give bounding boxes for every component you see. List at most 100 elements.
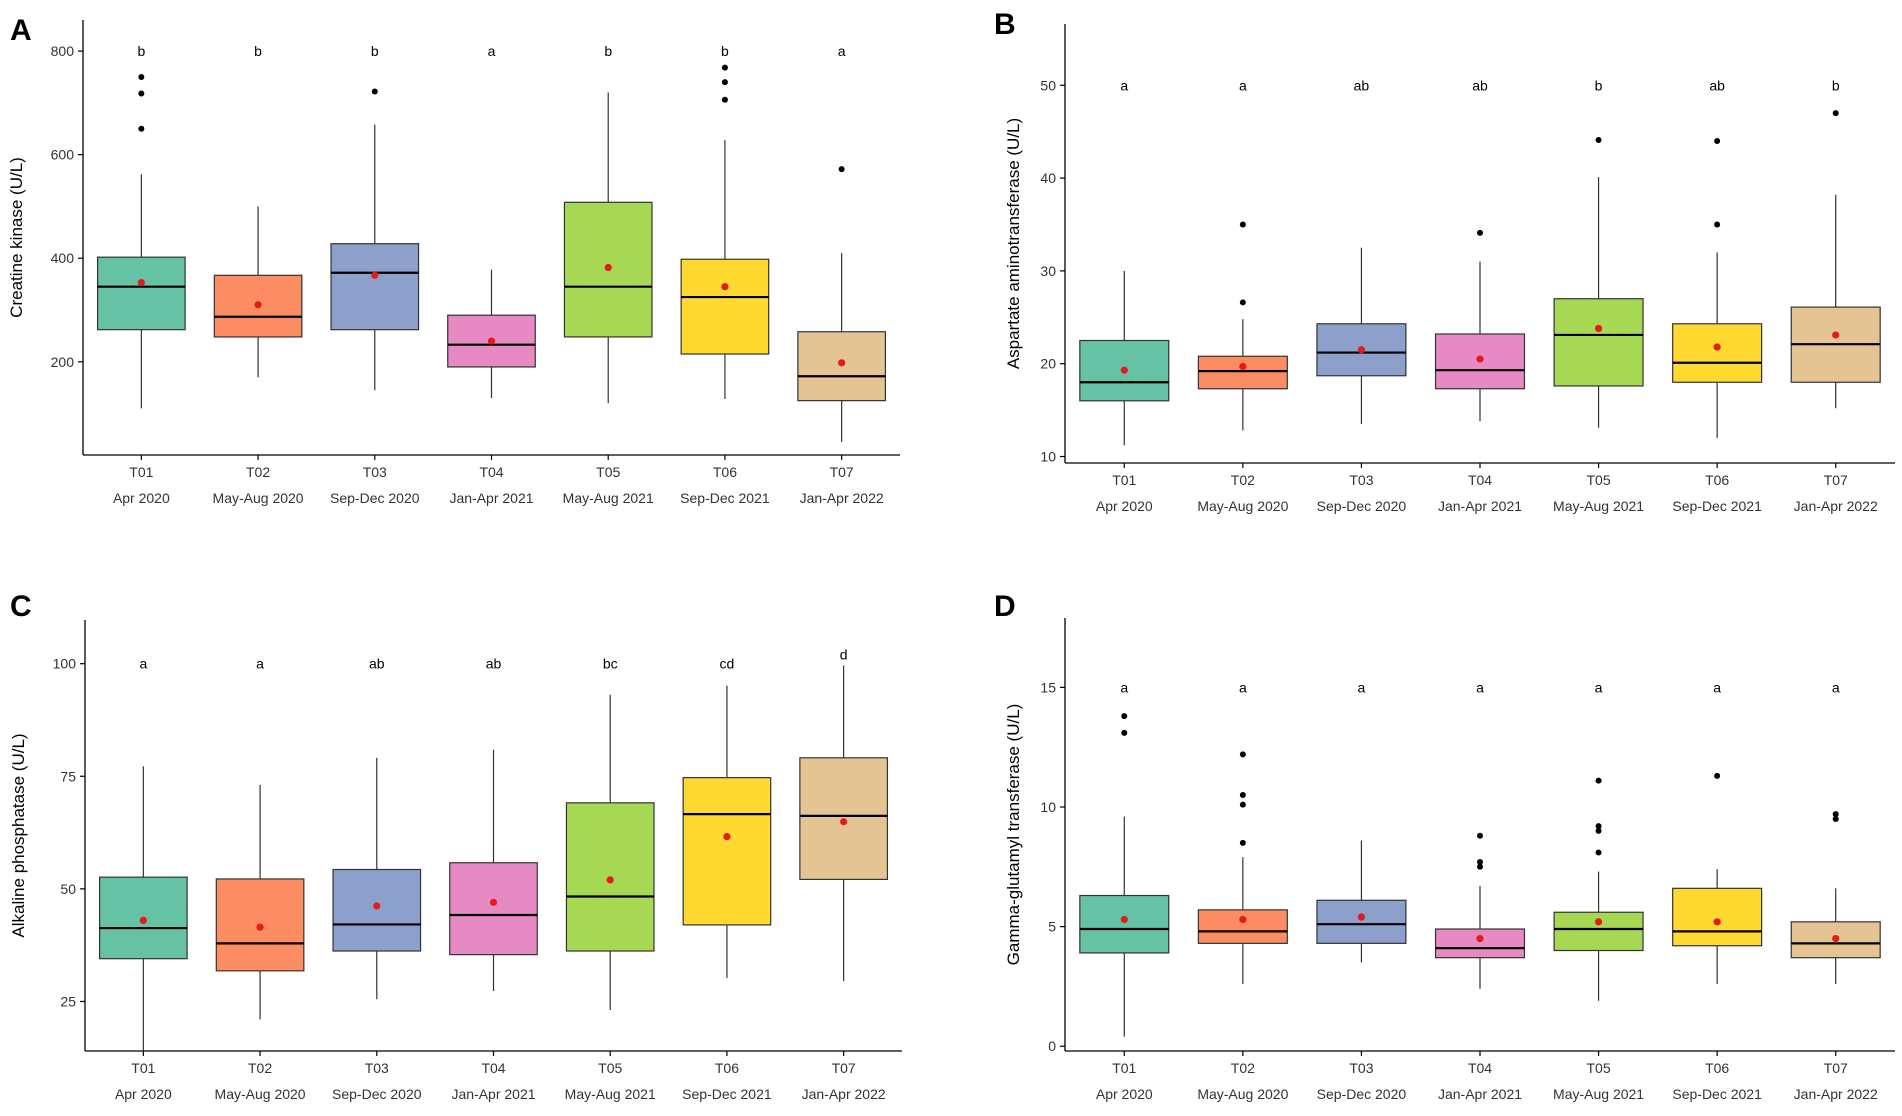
box-t01: a <box>98 656 188 1051</box>
significance-letter: a <box>1832 679 1840 695</box>
significance-letter: a <box>488 43 496 59</box>
period-label: May-Aug 2021 <box>1553 1086 1644 1102</box>
iqr-box <box>1553 911 1644 952</box>
period-label: Sep-Dec 2021 <box>682 1086 772 1102</box>
x-tick-label: T02 <box>1231 1060 1255 1076</box>
significance-letter: d <box>840 647 848 663</box>
outlier-point <box>1832 110 1839 117</box>
box-t02: a <box>215 656 305 1020</box>
period-label: Sep-Dec 2021 <box>1672 498 1762 514</box>
significance-letter: ab <box>486 656 502 672</box>
mean-marker <box>1357 913 1366 921</box>
significance-letter: ab <box>369 656 385 672</box>
x-tick-label: T01 <box>1112 472 1136 488</box>
mean-marker <box>1713 918 1721 926</box>
mean-marker <box>254 301 262 309</box>
outlier-point <box>1239 751 1246 758</box>
box-t07: a <box>797 43 887 443</box>
box-t06: a <box>1672 679 1763 985</box>
iqr-box <box>330 243 420 331</box>
box-t06: ab <box>1672 77 1763 438</box>
panel-label: C <box>10 590 32 623</box>
x-tick-label: T05 <box>1587 1060 1611 1076</box>
outlier-point <box>1714 137 1721 144</box>
box-t05: bc <box>565 656 655 1011</box>
period-label: Sep-Dec 2020 <box>1317 1086 1407 1102</box>
period-label: Jan-Apr 2021 <box>1438 1086 1522 1102</box>
box-t02: a <box>1197 679 1288 985</box>
x-tick-label: T05 <box>598 1060 622 1076</box>
period-label: Sep-Dec 2020 <box>332 1086 422 1102</box>
mean-marker <box>1594 918 1603 926</box>
box-t01: a <box>1079 679 1170 1037</box>
panel-label: B <box>994 8 1016 41</box>
box-t04: ab <box>1434 77 1526 422</box>
panel-b: B 10 20 30 40 50 Aspartate aminotransferase (U… <box>994 8 1895 514</box>
outlier-point <box>138 73 145 80</box>
significance-letter: b <box>254 43 262 59</box>
x-tick-label: T07 <box>830 464 854 480</box>
panel-label: A <box>10 14 32 47</box>
y-axis-title: Alkaline phosphatase (U/L) <box>9 733 28 937</box>
iqr-box <box>563 201 653 338</box>
y-tick-label: 5 <box>1048 919 1056 935</box>
x-tick-label: T05 <box>1587 472 1611 488</box>
significance-letter: b <box>1832 77 1840 93</box>
box-t04: a <box>1434 679 1526 989</box>
mean-marker <box>721 283 729 291</box>
outlier-point <box>721 96 728 103</box>
iqr-box <box>96 256 186 331</box>
box-t04: a <box>447 43 536 399</box>
mean-marker <box>723 833 731 841</box>
box-t05: b <box>563 43 653 404</box>
outlier-point <box>1239 792 1246 799</box>
outlier-point <box>1595 827 1602 834</box>
mean-marker <box>840 818 848 826</box>
period-label: Apr 2020 <box>1096 1086 1153 1102</box>
x-tick-label: T03 <box>1349 1060 1373 1076</box>
y-tick-label: 25 <box>60 993 76 1009</box>
x-tick-label: T06 <box>713 464 737 480</box>
x-tick-label: T07 <box>832 1060 856 1076</box>
significance-letter: b <box>137 43 145 59</box>
x-tick-label: T02 <box>248 1060 272 1076</box>
outlier-point <box>1121 713 1128 720</box>
mean-marker <box>1713 343 1721 351</box>
mean-marker <box>139 916 147 924</box>
x-tick-label: T02 <box>246 464 270 480</box>
iqr-box <box>449 862 538 956</box>
period-label: Jan-Apr 2022 <box>800 490 884 506</box>
period-label: Jan-Apr 2021 <box>449 490 533 506</box>
y-tick-label: 50 <box>60 881 76 897</box>
box-t05: a <box>1553 679 1644 1001</box>
significance-letter: b <box>721 43 729 59</box>
iqr-box <box>1672 323 1763 383</box>
box-t02: b <box>213 43 303 378</box>
outlier-point <box>721 64 728 71</box>
y-axis-title: Creatine kinase (U/L) <box>7 157 26 318</box>
outlier-point <box>1477 229 1483 236</box>
significance-letter: bc <box>603 656 618 672</box>
y-tick-label: 200 <box>51 354 75 370</box>
significance-letter: b <box>371 43 379 59</box>
mean-marker <box>489 898 498 906</box>
y-tick-label: 20 <box>1040 356 1056 372</box>
box-t03: b <box>330 43 420 391</box>
x-tick-label: T03 <box>1349 472 1373 488</box>
y-tick-label: 800 <box>51 43 75 59</box>
period-label: Jan-Apr 2021 <box>1438 498 1522 514</box>
significance-letter: a <box>1358 679 1366 695</box>
significance-letter: a <box>139 656 147 672</box>
box-t02: a <box>1197 77 1288 431</box>
significance-letter: a <box>1120 77 1128 93</box>
mean-marker <box>1239 362 1247 371</box>
y-tick-label: 0 <box>1048 1038 1056 1054</box>
box-t06: b <box>680 43 770 400</box>
y-axis-title: Gamma-glutamyl transferase (U/L) <box>1004 704 1023 966</box>
outlier-point <box>721 79 728 86</box>
period-label: May-Aug 2021 <box>1553 498 1644 514</box>
iqr-box <box>1434 928 1526 959</box>
box-t03: a <box>1316 679 1407 963</box>
outlier-point <box>1595 849 1602 856</box>
